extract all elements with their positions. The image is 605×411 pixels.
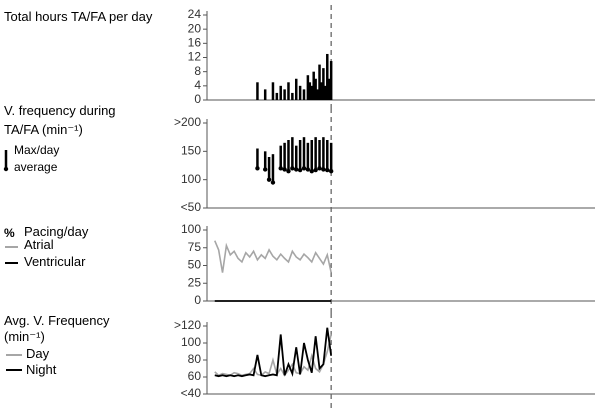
average-dot: [301, 166, 307, 171]
average-dot: [270, 180, 276, 185]
average-dot: [290, 166, 295, 171]
series-line: [214, 327, 333, 378]
y-tick-label: 12: [188, 50, 202, 64]
y-tick-label: <40: [181, 386, 202, 400]
average-dot: [286, 168, 291, 174]
average-dot: [313, 167, 318, 173]
legend-label: Max/day: [14, 143, 60, 157]
y-tick-label: >200: [174, 115, 201, 129]
y-tick-label: 150: [181, 144, 201, 158]
panel-title: Pacing/day: [24, 224, 89, 239]
average-dot: [294, 167, 299, 172]
average-dot: [309, 168, 314, 174]
legend-label: average: [14, 160, 58, 174]
average-dot: [317, 166, 322, 171]
legend-label: Ventricular: [24, 254, 86, 269]
y-tick-label: 20: [188, 21, 202, 35]
y-tick-label: 75: [188, 240, 202, 254]
y-tick-label: 100: [181, 172, 201, 186]
average-dot: [297, 167, 303, 173]
average-dot: [266, 177, 272, 182]
average-dot: [263, 167, 268, 172]
average-dot: [255, 166, 260, 171]
y-tick-label: 24: [188, 7, 202, 21]
average-dot: [325, 167, 330, 173]
y-tick-label: 16: [188, 36, 202, 50]
y-tick-label: 80: [188, 352, 202, 366]
average-dot: [305, 167, 311, 172]
panel-title: Avg. V. Frequency (min⁻¹): [4, 313, 110, 344]
y-tick-label: 100: [181, 335, 201, 349]
average-dot: [321, 167, 326, 172]
y-tick-label: 0: [194, 92, 201, 106]
legend-label: Atrial: [24, 237, 54, 252]
y-tick-label: 60: [188, 369, 202, 383]
y-tick-label: 100: [181, 222, 201, 236]
series-line: [214, 334, 332, 377]
average-dot: [278, 166, 283, 171]
y-tick-label: 8: [194, 64, 201, 78]
y-tick-label: >120: [174, 318, 201, 332]
y-tick-label: 25: [188, 275, 202, 289]
panel-title: Total hours TA/FA per day: [4, 9, 153, 24]
y-tick-label: 4: [194, 78, 201, 92]
average-dot: [328, 168, 334, 174]
legend-label: Day: [26, 346, 50, 361]
y-tick-label: 50: [188, 258, 202, 272]
series-line: [214, 240, 332, 273]
y-tick-label: 0: [194, 293, 201, 307]
y-label: %: [4, 226, 15, 240]
panel-title: V. frequency during TA/FA (min⁻¹): [4, 103, 116, 137]
legend-swatch: [3, 166, 9, 172]
y-tick-label: <50: [181, 200, 202, 214]
average-dot: [282, 167, 287, 172]
legend-label: Night: [26, 362, 57, 377]
